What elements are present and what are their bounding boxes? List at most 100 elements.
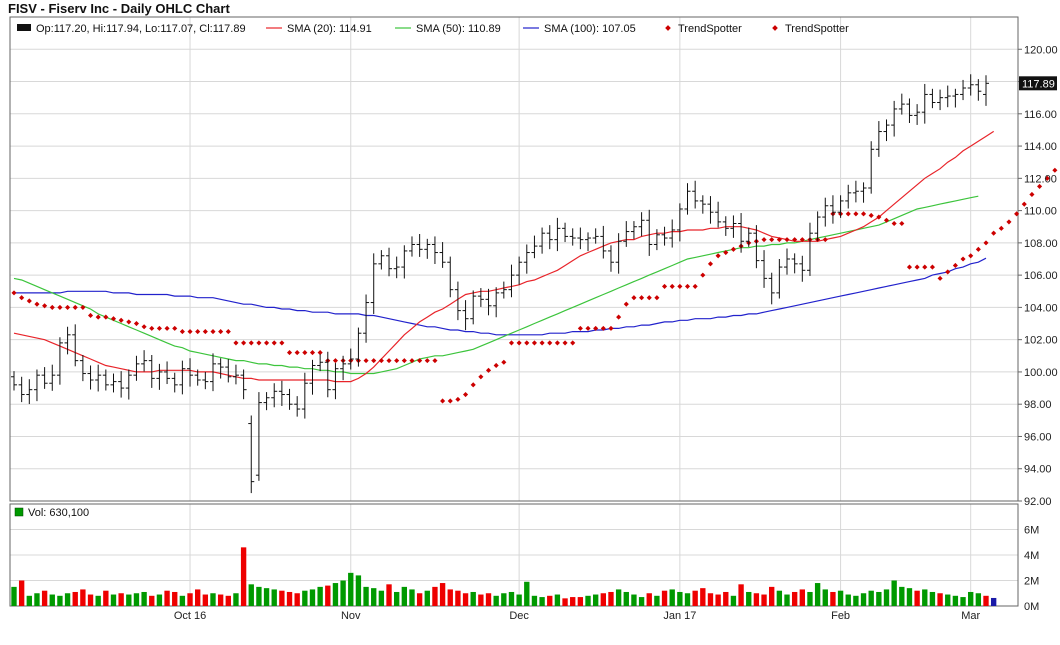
volume-legend: Vol: 630,100 xyxy=(14,507,89,519)
trendspotter-marker xyxy=(286,350,293,356)
ohlc-bar xyxy=(921,83,928,124)
volume-bar xyxy=(937,593,943,606)
volume-bar xyxy=(837,590,844,606)
ohlc-bar xyxy=(148,354,155,388)
ohlc-bar xyxy=(49,364,56,391)
trendspotter-marker xyxy=(952,262,958,268)
ohlc-bar xyxy=(891,100,898,137)
trendspotter-marker xyxy=(1029,191,1035,198)
volume-bar xyxy=(210,593,216,606)
trendspotter-marker xyxy=(945,269,951,275)
volume-bar xyxy=(600,593,607,606)
trendspotter-marker xyxy=(998,225,1004,231)
volume-bar xyxy=(478,594,484,606)
sma50-path xyxy=(13,195,979,375)
trendspotter-marker xyxy=(424,358,430,364)
volume-bar xyxy=(516,594,522,606)
volume-bar xyxy=(799,589,805,606)
trendspotter-legend-text: TrendSpotter xyxy=(678,23,742,35)
ohlc-bar xyxy=(317,354,324,372)
volume-bar xyxy=(983,595,989,606)
volume-axis: 0M 2M 4M 6M xyxy=(1024,525,1039,614)
trendspotter-marker xyxy=(72,304,78,310)
ohlc-bar xyxy=(232,364,239,385)
trendspotter-marker xyxy=(309,350,316,356)
ohlc-bar xyxy=(883,119,890,142)
ohlc-bar xyxy=(64,326,71,355)
ohlc-bar xyxy=(814,211,821,241)
trendspotter-marker xyxy=(394,358,400,364)
volume-tick-label: 6M xyxy=(1024,525,1039,537)
ohlc-bar xyxy=(439,242,446,268)
trendspotter-marker xyxy=(623,301,629,307)
ohlc-bar xyxy=(26,379,33,405)
ohlc-bar xyxy=(539,227,546,254)
ohlc-bar xyxy=(738,213,745,253)
volume-bar xyxy=(906,588,913,606)
volume-bar xyxy=(371,588,377,606)
ohlc-bar xyxy=(263,392,270,411)
last-price-tag-text: 117.89 xyxy=(1022,78,1055,90)
trendspotter-marker xyxy=(87,312,94,319)
trendspotter-marker xyxy=(57,304,63,310)
trendspotter-marker xyxy=(501,359,507,365)
ohlc-bar xyxy=(860,182,867,203)
ohlc-bar xyxy=(225,359,232,383)
trendspotter-marker xyxy=(929,264,935,270)
ohlc-bar xyxy=(217,358,224,379)
ohlc-bar xyxy=(202,371,209,390)
trendspotter-marker xyxy=(455,396,461,402)
ohlc-bar xyxy=(110,373,117,393)
ohlc-bar xyxy=(868,141,875,194)
trendspotter-marker xyxy=(172,325,178,331)
ohlc-bar xyxy=(133,355,140,381)
trendspotter-legend-swatch xyxy=(665,25,671,31)
volume-bar xyxy=(929,591,936,606)
ohlc-bar xyxy=(837,195,844,218)
volume-bar xyxy=(707,593,714,606)
ohlc-legend-text: Op:117.20, Hi:117.94, Lo:117.07, Cl:117.… xyxy=(36,23,246,35)
trendspotter-marker xyxy=(65,304,71,310)
volume-bar xyxy=(577,597,584,606)
volume-bar xyxy=(133,593,140,606)
trendspotter-marker xyxy=(241,340,247,346)
ohlc-bar xyxy=(546,225,553,250)
volume-bar xyxy=(677,591,683,606)
volume-bar xyxy=(34,593,40,606)
trendspotter-marker xyxy=(906,264,913,270)
volume-bar xyxy=(945,594,951,606)
volume-bar xyxy=(761,594,767,606)
volume-bar xyxy=(432,586,438,606)
trendspotter-marker xyxy=(279,340,285,346)
ohlc-bar xyxy=(852,180,859,203)
trendspotter-marker xyxy=(899,220,905,227)
ohlc-bar xyxy=(33,369,40,402)
trendspotter-marker xyxy=(363,358,369,364)
ohlc-bar xyxy=(516,256,523,285)
ohlc-bar xyxy=(776,259,783,299)
ohlc-bar xyxy=(914,104,921,125)
volume-bar xyxy=(49,594,55,606)
date-axis: Oct 16 Nov Dec Jan 17 Feb Mar xyxy=(174,610,981,622)
trendspotter-marker xyxy=(677,283,683,289)
trendspotter-marker xyxy=(195,329,201,335)
ohlc-bar xyxy=(447,256,454,298)
volume-bar xyxy=(638,597,645,606)
volume-bar xyxy=(845,594,851,606)
volume-bar xyxy=(217,594,224,606)
trendspotter-marker xyxy=(19,295,25,301)
price-tick-label: 114.00 xyxy=(1024,141,1057,153)
trendspotter-marker xyxy=(26,298,32,304)
volume-bar xyxy=(730,595,737,606)
volume-bar xyxy=(585,595,591,606)
ohlc-bar xyxy=(194,369,201,386)
ohlc-bar xyxy=(730,215,737,238)
trendspotter-marker xyxy=(784,237,790,243)
ohlc-legend-swatch xyxy=(17,24,31,31)
trendspotter-marker xyxy=(654,295,660,301)
trendspotter-marker xyxy=(715,253,721,259)
sma100-line xyxy=(14,257,987,336)
volume-tick-label: 0M xyxy=(1024,601,1039,613)
ohlc-bar xyxy=(906,98,913,123)
volume-bar xyxy=(883,589,890,606)
